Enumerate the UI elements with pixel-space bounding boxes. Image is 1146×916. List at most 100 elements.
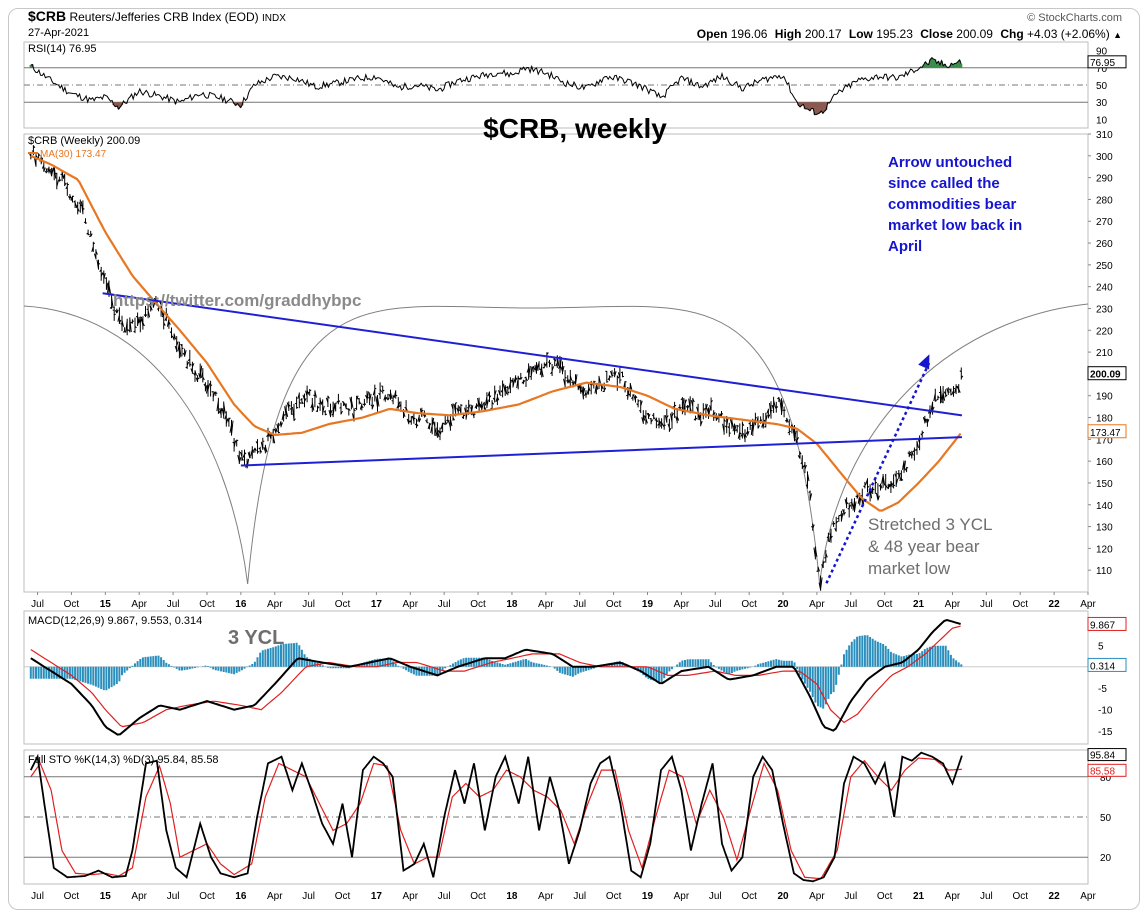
x-tick-label-bottom: Apr (267, 891, 283, 902)
price-panel-border (23, 133, 1089, 593)
rsi-y-tick: 30 (1096, 98, 1108, 109)
x-tick-label-top: Jul (573, 599, 586, 610)
x-tick-label-bottom: Oct (606, 891, 622, 902)
x-tick-label-bottom: Jul (709, 891, 722, 902)
price-y-tick: 190 (1096, 392, 1113, 403)
x-tick-label-top: Apr (1080, 599, 1096, 610)
arrow-note-line: Arrow untouched (888, 154, 1012, 171)
x-tick-label-bottom: 21 (913, 891, 925, 902)
high-value: 200.17 (804, 27, 842, 41)
arrow-head-icon (918, 354, 930, 370)
cycle-arc-left (23, 305, 249, 585)
macd-y-tick: 5 (1098, 641, 1104, 652)
close-value-label: 200.09 (1090, 370, 1121, 381)
x-tick-label-bottom: Oct (335, 891, 351, 902)
low-label: Low (848, 27, 873, 41)
x-tick-label-bottom: Jul (167, 891, 180, 902)
x-tick-label-top: Oct (64, 599, 80, 610)
price-y-tick: 150 (1096, 479, 1113, 490)
x-tick-label-bottom: Apr (674, 891, 690, 902)
chart-frame (8, 8, 1140, 910)
ma-value-box (1087, 424, 1127, 439)
x-tick-label-bottom: Apr (809, 891, 825, 902)
exchange-label: INDX (262, 13, 286, 24)
high-label: High (774, 27, 802, 41)
sto-y-tick: 20 (1100, 853, 1112, 864)
x-tick-label-bottom: 16 (235, 891, 247, 902)
price-y-tick: 170 (1096, 435, 1113, 446)
price-y-tick: 230 (1096, 304, 1113, 315)
x-tick-label-top: Apr (131, 599, 147, 610)
close-value: 200.09 (956, 27, 993, 41)
x-tick-label-top: Oct (741, 599, 757, 610)
x-tick-label-top: 20 (777, 599, 789, 610)
x-tick-label-bottom: 15 (100, 891, 112, 902)
ohlc-bar: Open 196.06 High 200.17 Low 195.23 Close… (697, 27, 1122, 41)
sto-y-tick: 50 (1100, 813, 1112, 824)
price-y-tick: 120 (1096, 544, 1113, 555)
x-tick-label-bottom: Apr (403, 891, 419, 902)
ma30-line (30, 154, 962, 512)
x-tick-label-bottom: Apr (1080, 891, 1096, 902)
price-y-tick: 290 (1096, 174, 1113, 185)
price-y-tick: 160 (1096, 457, 1113, 468)
low-value: 195.23 (876, 27, 913, 41)
macd-y-tick: -10 (1098, 706, 1113, 717)
x-tick-label-top: Oct (470, 599, 486, 610)
price-y-tick: 270 (1096, 217, 1113, 228)
rsi-y-tick: 10 (1096, 115, 1108, 126)
price-y-tick: 280 (1096, 195, 1113, 206)
x-tick-label-top: Apr (809, 599, 825, 610)
macd-histogram (29, 635, 963, 709)
x-tick-label-top: Apr (538, 599, 554, 610)
x-tick-label-top: 17 (371, 599, 383, 610)
x-tick-label-bottom: 18 (506, 891, 518, 902)
chart-title: $CRB, weekly (483, 113, 667, 144)
x-tick-label-top: Apr (267, 599, 283, 610)
dotted-arrow-shaft (825, 361, 931, 584)
macd-value-label: 9.867 (1090, 620, 1115, 631)
ma-value-label: 173.47 (1090, 428, 1121, 439)
x-tick-label-bottom: Oct (470, 891, 486, 902)
x-tick-label-top: Jul (167, 599, 180, 610)
arrow-note-line: commodities bear (888, 196, 1017, 213)
x-tick-label-top: 16 (235, 599, 247, 610)
x-tick-label-bottom: Apr (131, 891, 147, 902)
x-tick-label-top: Jul (709, 599, 722, 610)
x-tick-label-bottom: Jul (980, 891, 993, 902)
price-y-tick: 180 (1096, 414, 1113, 425)
hist-value-label: 0.314 (1090, 661, 1115, 672)
x-tick-label-top: Oct (877, 599, 893, 610)
rsi-oversold-fill (112, 102, 831, 115)
x-tick-label-top: 18 (506, 599, 518, 610)
rsi-value-label: 76.95 (1090, 58, 1115, 69)
low-note-line: market low (868, 559, 951, 578)
watermark-text: https://twitter.com/graddhybpc (113, 291, 361, 310)
price-legend: $CRB (Weekly) 200.09 (28, 135, 140, 147)
x-tick-label-top: Jul (438, 599, 451, 610)
sto-k-line (29, 751, 963, 883)
trendline-lower (240, 436, 962, 467)
x-tick-label-top: 22 (1049, 599, 1061, 610)
x-tick-label-top: Apr (945, 599, 961, 610)
hist-value-box (1087, 657, 1127, 672)
chart-header: $CRB Reuters/Jefferies CRB Index (EOD) I… (28, 8, 286, 24)
rsi-y-tick: 70 (1096, 64, 1108, 75)
price-y-tick: 210 (1096, 348, 1113, 359)
macd-value-box (1087, 616, 1127, 631)
rsi-line (30, 57, 962, 116)
sto-d-value-label: 85.58 (1090, 766, 1115, 777)
brand-label: © StockCharts.com (1027, 12, 1122, 24)
symbol-label: $CRB (28, 8, 67, 24)
price-y-tick: 260 (1096, 239, 1113, 250)
x-tick-label-top: Oct (1012, 599, 1028, 610)
ycl-label: 3 YCL (228, 627, 284, 649)
cycle-arc-middle (247, 305, 821, 585)
arrow-note-line: April (888, 238, 922, 255)
x-tick-label-bottom: 20 (777, 891, 789, 902)
x-tick-label-bottom: Jul (573, 891, 586, 902)
price-y-tick: 250 (1096, 261, 1113, 272)
price-y-tick: 140 (1096, 501, 1113, 512)
change-label: Chg (1000, 27, 1024, 41)
close-value-box (1087, 366, 1127, 381)
